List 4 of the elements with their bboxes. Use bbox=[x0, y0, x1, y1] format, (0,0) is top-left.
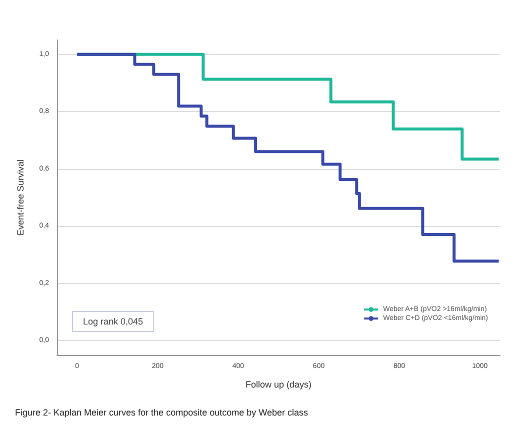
x-axis-title: Follow up (days) bbox=[245, 380, 312, 390]
y-axis-title: Event-free Survival bbox=[16, 159, 26, 236]
text: Figure 2- Kaplan Meier curves for the composite outcome by Weber class bbox=[15, 408, 308, 418]
annotation: Log rank 0,045 bbox=[83, 316, 144, 326]
